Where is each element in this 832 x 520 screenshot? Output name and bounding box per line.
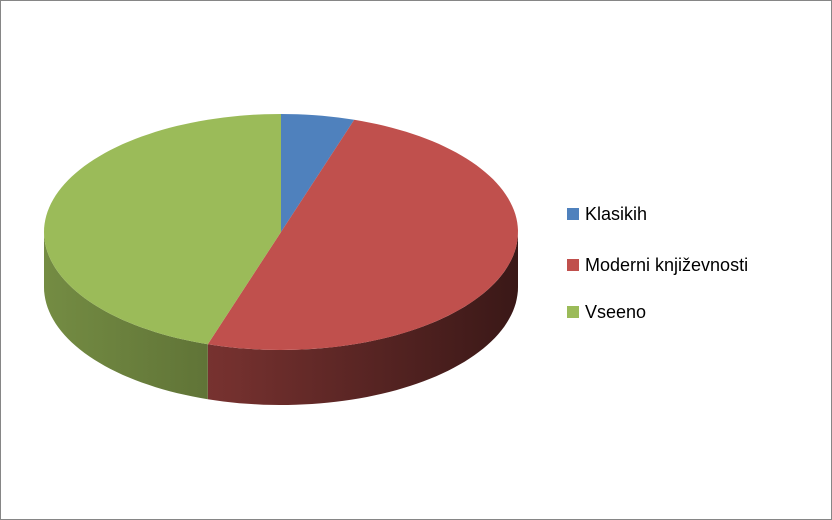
- legend-label: Klasikih: [585, 204, 647, 224]
- pie-slice: [207, 119, 519, 350]
- pie-slice: [44, 114, 281, 345]
- legend-swatch: [567, 208, 579, 220]
- pie-slice-side: [207, 232, 519, 405]
- legend-swatch: [567, 259, 579, 271]
- legend-label: Vseeno: [585, 302, 646, 322]
- legend-label: Moderni književnosti: [585, 255, 748, 275]
- pie-slice-side: [44, 232, 208, 400]
- legend-swatch: [567, 306, 579, 318]
- pie-slice: [281, 114, 355, 232]
